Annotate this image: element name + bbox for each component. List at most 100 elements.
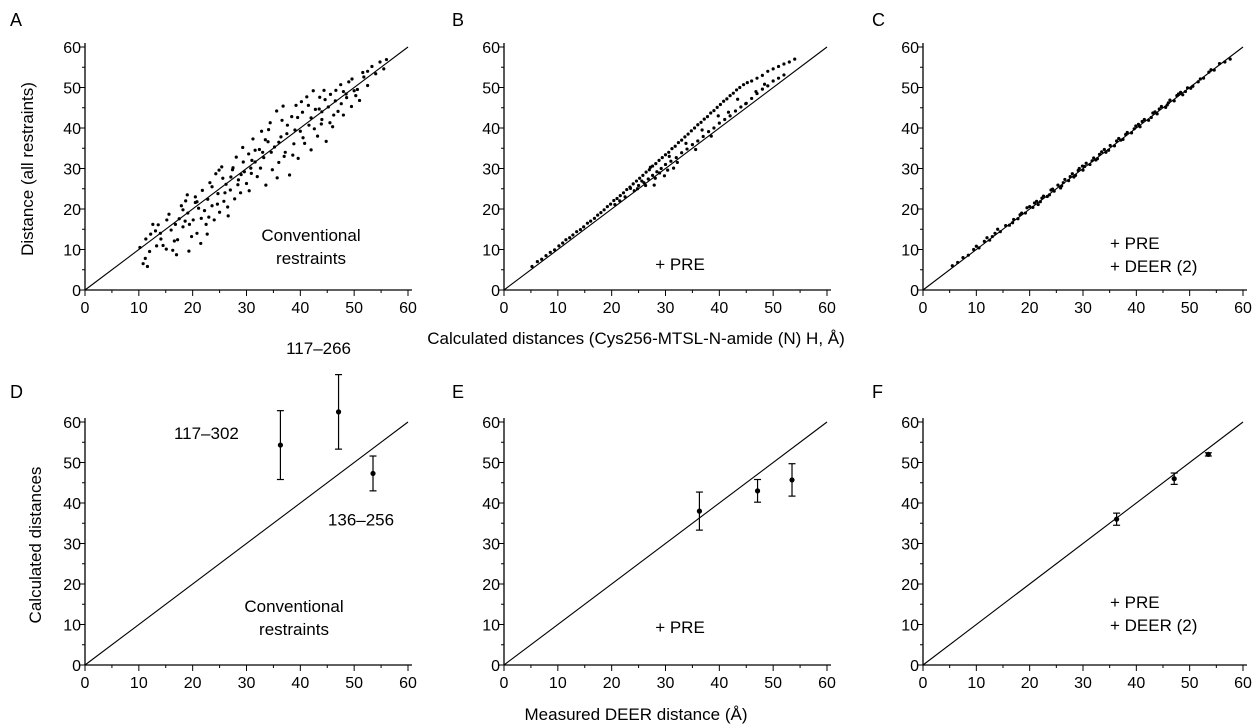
panel-a-data-point	[236, 178, 241, 182]
panel-b-data-point	[641, 173, 645, 177]
panel-b-data-point	[670, 147, 674, 151]
panel-c-data-point	[1149, 115, 1153, 120]
panel-a-data-point	[334, 88, 338, 92]
panel-a-data-point	[277, 140, 281, 144]
panel-a-data-point	[374, 72, 378, 76]
panel-a-data-point	[200, 188, 204, 192]
panel-c-data-point	[988, 238, 992, 242]
panel-a-data-point	[165, 218, 169, 222]
panel-a-data-point	[272, 145, 277, 149]
panel-a-data-point	[352, 89, 356, 93]
panel-a-data-point	[199, 216, 203, 220]
panel-c-data-point	[1032, 201, 1037, 205]
panel-a-data-point	[153, 229, 158, 233]
panel-a-data-point	[229, 175, 233, 179]
panel-a-y-tick-label: 10	[63, 243, 81, 260]
panel-f-y-tick-label: 40	[901, 496, 919, 513]
panel-b-data-point	[615, 196, 619, 201]
panel-b-identity-line	[503, 46, 828, 291]
panel-c-data-point	[1119, 138, 1123, 142]
panel-c-data-point	[1070, 172, 1074, 176]
panel-a-data-point	[320, 110, 324, 114]
panel-c-data-point	[1164, 105, 1168, 109]
panel-d-x-tick-label: 30	[238, 675, 256, 692]
panel-a-data-point	[187, 249, 191, 253]
panel-a-data-point	[175, 238, 180, 242]
panel-a-data-point	[253, 160, 257, 164]
panel-c-data-point	[1090, 159, 1094, 163]
panel-a-data-point	[149, 232, 153, 236]
panel-b-data-point	[585, 221, 590, 225]
panel-a-data-point	[354, 94, 358, 98]
panel-c-data-point	[1153, 110, 1157, 114]
panel-c-data-point	[1094, 158, 1098, 162]
panel-e-y-tick-label: 40	[482, 496, 500, 513]
panel-b-data-point	[696, 139, 700, 143]
panel-d-annotation: restraints	[259, 620, 329, 639]
panel-d-data-point	[277, 442, 284, 448]
panel-d-x-tick-label: 10	[130, 675, 148, 692]
panel-b-data-point	[636, 183, 641, 188]
panel-c-data-point	[1159, 104, 1163, 109]
panel-a-annotation: restraints	[276, 249, 346, 268]
panel-a-data-point	[266, 128, 271, 132]
panel-f-data-point	[1114, 516, 1120, 522]
panel-f-identity-line	[922, 421, 1244, 666]
panel-c-data-point	[1068, 175, 1072, 179]
panel-a-x-tick-label: 0	[81, 300, 90, 317]
panel-b-data-point	[685, 147, 689, 151]
panel-b-data-point	[628, 186, 633, 190]
panel-a-data-point	[257, 147, 262, 152]
panel-c-data-point	[1004, 224, 1008, 228]
panel-a-data-point	[328, 92, 333, 96]
panel-a-x-tick-label: 60	[399, 300, 417, 317]
panel-c-data-point	[1196, 80, 1200, 84]
panel-c-letter: C	[872, 10, 885, 30]
panel-c-data-point	[1056, 183, 1060, 187]
panel-b-x-tick-label: 30	[657, 300, 675, 317]
panel-b-data-point	[754, 89, 758, 94]
panel-b-y-tick-label: 60	[482, 40, 500, 57]
panel-b-data-point	[766, 69, 770, 73]
panel-a-data-point	[285, 132, 289, 136]
panel-a-data-point	[270, 168, 274, 172]
panel-a-data-point	[301, 136, 305, 140]
panel-b-data-point	[728, 94, 732, 98]
panel-c-data-point	[1067, 179, 1071, 183]
panel-b-data-point	[731, 91, 735, 95]
panel-a-data-point	[164, 247, 168, 251]
panel-b-data-point	[625, 187, 629, 192]
panel-a-data-point	[151, 222, 155, 226]
panel-b-data-point	[676, 140, 681, 145]
panel-a-data-point	[144, 237, 148, 241]
panel-b-data-point	[652, 183, 656, 187]
panel-a-data-point	[264, 183, 268, 187]
panel-a-data-point	[210, 185, 214, 189]
panel-a-data-point	[292, 142, 296, 146]
panel-a-data-point	[355, 87, 359, 92]
panel-a-data-point	[362, 75, 366, 79]
panel-b-data-point	[762, 82, 767, 86]
panel-a-data-point	[195, 231, 199, 235]
panel-b-data-point	[709, 134, 713, 138]
panel-a-data-point	[341, 113, 345, 117]
panel-c-annotation: + PRE	[1110, 234, 1160, 253]
panel-b-data-point	[689, 129, 693, 133]
panel-c-annotation: + DEER (2)	[1110, 257, 1197, 276]
panel-a-data-point	[195, 200, 199, 204]
panel-c-data-point	[1165, 103, 1169, 107]
panel-b-y-tick-label: 50	[482, 81, 500, 98]
panel-b: B 0 10 20 30 40 50 60 0 10 20 30 40 50 60 + PRE	[452, 10, 836, 317]
panel-c-data-point	[982, 239, 986, 243]
panel-a-data-point	[291, 153, 295, 157]
panel-b-y-tick-label: 20	[482, 202, 500, 219]
panel-b-data-point	[575, 230, 579, 234]
panel-a-data-point	[239, 172, 243, 177]
panel-e-y-tick-label: 50	[482, 456, 500, 473]
panel-a-data-point	[361, 70, 365, 75]
panel-f-letter: F	[872, 382, 883, 402]
panel-c-data-point	[1172, 99, 1176, 103]
panel-b-data-point	[644, 170, 648, 174]
panel-c-y-tick-label: 10	[901, 243, 919, 260]
panel-b-data-point	[706, 130, 711, 134]
